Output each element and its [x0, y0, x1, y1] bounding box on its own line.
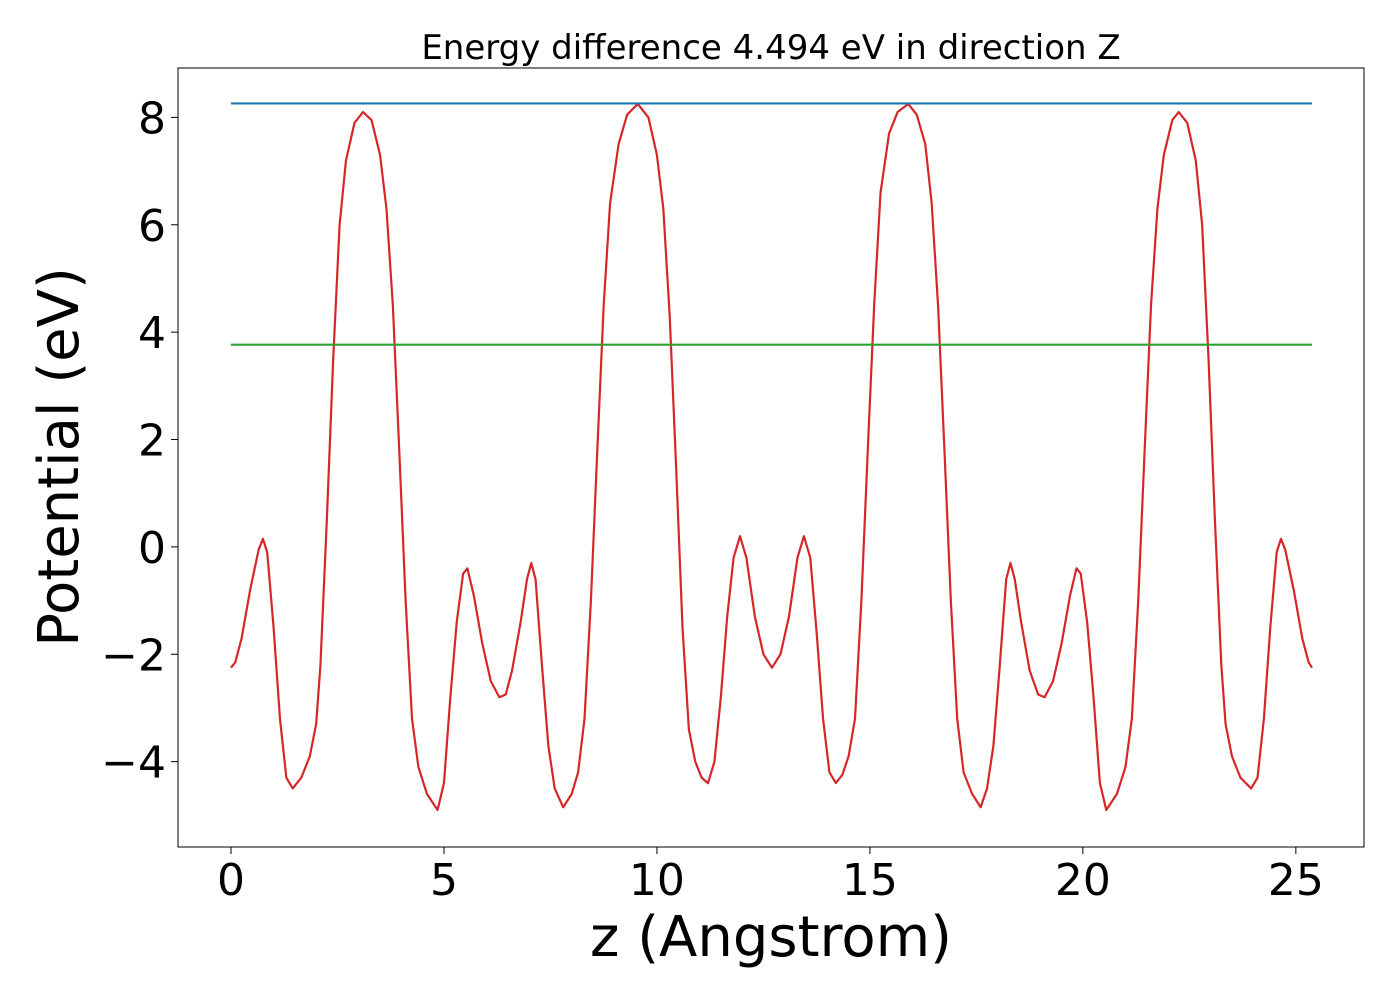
x-tick-label: 15 — [842, 855, 898, 906]
y-tick-label: 6 — [138, 201, 166, 252]
y-tick-label: −2 — [101, 630, 166, 681]
y-tick-label: −4 — [101, 738, 166, 789]
plot-frame — [177, 67, 1365, 848]
y-axis-label: Potential (eV) — [27, 267, 92, 647]
y-tick-label: 2 — [138, 416, 166, 467]
chart-title: Energy difference 4.494 eV in direction … — [421, 28, 1120, 68]
y-tick-label: 8 — [138, 93, 166, 144]
y-tick-label: 4 — [138, 308, 166, 359]
x-axis-label: z (Angstrom) — [590, 905, 952, 970]
x-tick-label: 10 — [629, 855, 685, 906]
x-tick-label: 25 — [1268, 855, 1324, 906]
x-tick-label: 0 — [217, 855, 245, 906]
x-tick-label: 5 — [430, 855, 458, 906]
y-tick-label: 0 — [138, 523, 166, 574]
x-tick-label: 20 — [1055, 855, 1111, 906]
data-line — [230, 102, 1313, 812]
